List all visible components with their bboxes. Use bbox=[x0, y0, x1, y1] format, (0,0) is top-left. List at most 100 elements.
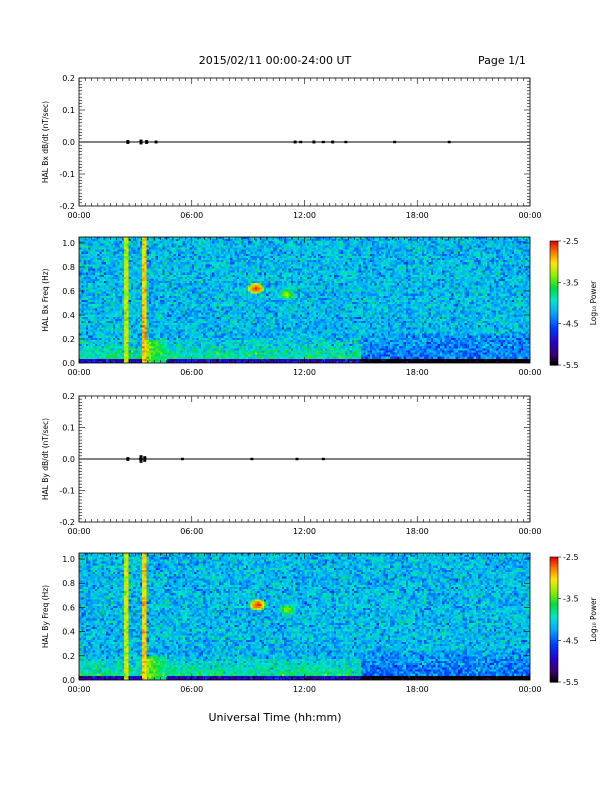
dbdt-burst bbox=[180, 457, 184, 461]
figure-title: 2015/02/11 00:00-24:00 UT bbox=[199, 54, 352, 67]
dbdt-burst bbox=[145, 140, 149, 144]
y-tick-label: 0.6 bbox=[62, 287, 75, 296]
y-tick-label: 0.4 bbox=[62, 311, 75, 320]
colorbar-swatch bbox=[550, 640, 558, 644]
colorbar-swatch bbox=[550, 290, 558, 294]
x-tick-label: 18:00 bbox=[406, 685, 429, 694]
colorbar-swatch bbox=[550, 317, 558, 321]
colorbar-swatch bbox=[550, 611, 558, 614]
colorbar-swatch bbox=[550, 646, 558, 650]
colorbar-swatch bbox=[550, 559, 558, 562]
colorbar-swatch bbox=[550, 344, 558, 347]
colorbar-swatch bbox=[550, 648, 558, 652]
colorbar-swatch bbox=[550, 582, 558, 585]
x-axis-label: Universal Time (hh:mm) bbox=[209, 711, 342, 724]
y-tick-label: -0.1 bbox=[59, 170, 75, 179]
colorbar-swatch bbox=[550, 278, 558, 281]
colorbar-swatch bbox=[550, 362, 558, 366]
colorbar-swatch bbox=[550, 274, 558, 277]
colorbar-swatch bbox=[550, 642, 558, 646]
x-tick-label: 00:00 bbox=[518, 211, 541, 220]
colorbar-swatch bbox=[550, 336, 558, 339]
dbdt-panel: 0.20.10.0-0.1-0.200:00 06:00 12:00 18:00 00:… bbox=[41, 392, 542, 536]
colorbar-swatch bbox=[550, 602, 558, 606]
x-tick-label: 12:00 bbox=[293, 211, 316, 220]
x-tick-label: 00:00 bbox=[67, 527, 90, 536]
colorbar-tick-label: -4.5 bbox=[563, 636, 579, 645]
x-tick-label: 06:00 bbox=[180, 368, 203, 377]
colorbar-tick-label: -2.5 bbox=[563, 237, 579, 246]
colorbar-swatch bbox=[550, 557, 558, 560]
colorbar-swatch bbox=[550, 598, 558, 602]
page-label: Page 1/1 bbox=[478, 54, 526, 67]
y-axis-label: HAL By Freq (Hz) bbox=[41, 585, 50, 648]
colorbar-swatch bbox=[550, 600, 558, 604]
dbdt-burst bbox=[139, 455, 143, 463]
colorbar-swatch bbox=[550, 579, 558, 583]
colorbar-swatch bbox=[550, 315, 558, 319]
colorbar-frame bbox=[549, 556, 559, 683]
colorbar-swatch bbox=[550, 288, 558, 292]
colorbar-swatch bbox=[550, 627, 558, 631]
colorbar-swatch bbox=[550, 629, 558, 633]
colorbar-swatch bbox=[550, 309, 558, 312]
colorbar-swatch bbox=[550, 325, 558, 329]
colorbar-swatch bbox=[550, 644, 558, 648]
colorbar-tick-label: -3.5 bbox=[563, 278, 579, 287]
y-tick-label: 0.2 bbox=[62, 74, 75, 83]
colorbar-swatch bbox=[550, 607, 558, 610]
colorbar-swatch bbox=[550, 625, 558, 629]
x-tick-label: 00:00 bbox=[518, 527, 541, 536]
dbdt-burst bbox=[139, 139, 143, 145]
colorbar-swatch bbox=[550, 263, 558, 267]
colorbar-swatch bbox=[550, 298, 558, 302]
dbdt-trace bbox=[79, 139, 530, 145]
x-tick-label: 12:00 bbox=[293, 685, 316, 694]
colorbar-swatch bbox=[550, 340, 558, 343]
colorbar-swatch bbox=[550, 577, 558, 581]
x-tick-label: 00:00 bbox=[67, 368, 90, 377]
colorbar-tick-label: -5.5 bbox=[563, 361, 579, 370]
colorbar-swatch bbox=[550, 654, 558, 658]
dbdt-burst bbox=[321, 140, 325, 144]
colorbar-swatch bbox=[550, 592, 558, 596]
colorbar-swatch bbox=[550, 679, 558, 683]
x-tick-label: 18:00 bbox=[406, 211, 429, 220]
dbdt-panel: 0.20.10.0-0.1-0.200:00 06:00 12:00 18:00 00:… bbox=[41, 74, 542, 220]
x-tick-label: 12:00 bbox=[293, 527, 316, 536]
colorbar-swatch bbox=[550, 247, 558, 250]
y-tick-label: 1.0 bbox=[62, 555, 75, 564]
colorbar-swatch bbox=[550, 675, 558, 679]
colorbar-swatch bbox=[550, 253, 558, 257]
colorbar-tick-label: -2.5 bbox=[563, 553, 579, 562]
colorbar-swatch bbox=[550, 313, 558, 316]
colorbar-swatch bbox=[550, 243, 558, 246]
colorbar-swatch bbox=[550, 638, 558, 641]
colorbar-tick-label: -4.5 bbox=[563, 320, 579, 329]
x-tick-label: 06:00 bbox=[180, 527, 203, 536]
colorbar-swatch bbox=[550, 673, 558, 677]
colorbar-swatch bbox=[550, 617, 558, 621]
colorbar-swatch bbox=[550, 588, 558, 591]
colorbar-swatch bbox=[550, 321, 558, 325]
colorbar-swatch bbox=[550, 245, 558, 248]
colorbar-swatch bbox=[550, 569, 558, 573]
colorbar-label: Log₁₀ Power bbox=[589, 596, 598, 641]
colorbar-swatch bbox=[550, 259, 558, 263]
dbdt-burst bbox=[393, 140, 397, 144]
colorbar-swatch bbox=[550, 269, 558, 273]
colorbar: -2.5 -3.5 -4.5 -5.5 Log₁₀ Power bbox=[549, 237, 598, 370]
colorbar-swatch bbox=[550, 348, 558, 352]
colorbar-swatch bbox=[550, 311, 558, 314]
colorbar-swatch bbox=[550, 241, 558, 244]
y-tick-label: -0.1 bbox=[59, 487, 75, 496]
colorbar-swatch bbox=[550, 657, 558, 660]
y-tick-label: 0.0 bbox=[62, 138, 75, 147]
colorbar-swatch bbox=[550, 276, 558, 279]
colorbar-swatch bbox=[550, 342, 558, 345]
y-axis-label: HAL By dB/dt (nT/sec) bbox=[41, 418, 50, 500]
colorbar-swatch bbox=[550, 596, 558, 600]
y-tick-label: -0.2 bbox=[59, 518, 75, 527]
colorbar-swatch bbox=[550, 590, 558, 594]
colorbar-swatch bbox=[550, 677, 558, 681]
